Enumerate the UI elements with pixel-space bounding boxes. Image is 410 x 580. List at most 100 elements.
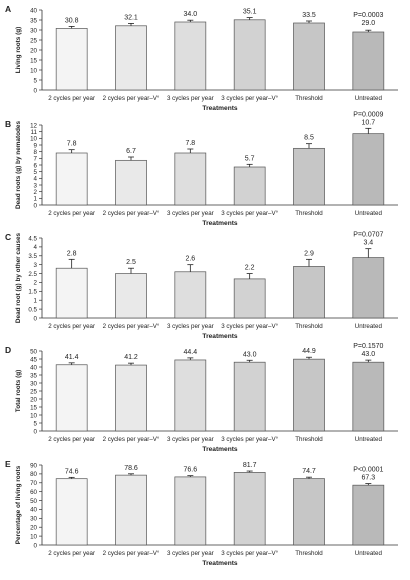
category-label: 2 cycles per year–V°: [103, 436, 160, 443]
data-label: 3.4: [363, 240, 373, 247]
panel-c: C 0 0.51 1.5 2 2.5 3 3.5 4 4.5 Dead root (g) by ot…: [5, 232, 398, 340]
category-label: Threshold: [295, 323, 323, 330]
y-tick-label: 3: [34, 262, 38, 269]
data-label: 30.8: [65, 17, 79, 24]
y-axis-title: Percentage of living roots: [15, 465, 22, 544]
category-label: 3 cycles per year: [167, 550, 214, 557]
bar: [175, 22, 206, 90]
bar: [234, 167, 265, 205]
p-value-annotation: P=0.0707: [353, 232, 383, 239]
y-tick-label: 2: [34, 280, 38, 287]
y-tick-label: 25: [30, 37, 37, 44]
category-label: Untreated: [355, 550, 383, 557]
x-axis-title: Treatments: [202, 446, 238, 453]
y-tick-label: 0.5: [28, 306, 37, 313]
category-label: Threshold: [295, 95, 323, 102]
bar: [175, 153, 206, 205]
data-label: 2.9: [304, 250, 314, 257]
category-label: 2 cycles per year–V°: [103, 210, 160, 217]
category-label: 3 cycles per year–V°: [221, 323, 278, 330]
y-tick-label: 10: [30, 67, 37, 74]
x-axis-title: Treatments: [202, 105, 238, 112]
category-label: 3 cycles per year–V°: [221, 95, 278, 102]
data-label: 29.0: [362, 20, 376, 27]
y-tick-label: 20: [30, 396, 37, 403]
panel-letter: D: [5, 345, 11, 355]
data-label: 5.7: [245, 155, 255, 162]
y-tick-label: 50: [30, 498, 37, 505]
panel-letter: A: [5, 4, 11, 14]
y-tick-label: 20: [30, 525, 37, 532]
y-tick-label: 7: [34, 156, 38, 163]
category-label: 2 cycles per year: [48, 210, 95, 217]
data-label: 81.7: [243, 462, 257, 469]
y-tick-label: 40: [30, 7, 37, 14]
bar: [353, 134, 384, 205]
y-tick-label: 3: [34, 182, 38, 189]
bar: [353, 32, 384, 90]
panel-letter: C: [5, 232, 11, 242]
y-tick-label: 45: [30, 356, 37, 363]
data-label: 2.2: [245, 265, 255, 272]
bar: [294, 479, 325, 545]
data-label: 43.0: [243, 351, 257, 358]
bar: [234, 472, 265, 545]
category-label: 2 cycles per year–V°: [103, 323, 160, 330]
data-label: 10.7: [362, 119, 376, 126]
y-tick-label: 5: [34, 77, 38, 84]
category-label: 2 cycles per year–V°: [103, 95, 160, 102]
data-label: 2.8: [67, 250, 77, 257]
y-tick-label: 70: [30, 480, 37, 487]
bar: [175, 360, 206, 431]
bar: [353, 485, 384, 545]
bar: [56, 365, 87, 431]
data-label: 74.6: [65, 468, 79, 475]
bar: [294, 359, 325, 431]
y-axis-title: Dead root (g) by other causes: [15, 232, 22, 323]
y-tick-label: 0: [34, 542, 38, 549]
y-tick-label: 6: [34, 162, 38, 169]
y-tick-label: 15: [30, 57, 37, 64]
y-tick-label: 5: [34, 169, 38, 176]
y-tick-label: 10: [30, 533, 37, 540]
category-label: 2 cycles per year–V°: [103, 550, 160, 557]
y-tick-label: 11: [31, 129, 38, 136]
y-tick-label: 4: [34, 176, 38, 183]
data-label: 6.7: [126, 148, 136, 155]
y-tick-label: 1: [34, 196, 38, 203]
y-tick-label: 4.5: [28, 235, 37, 242]
data-label: 2.6: [185, 256, 195, 263]
y-tick-label: 5: [34, 420, 38, 427]
y-tick-label: 1: [34, 298, 38, 305]
data-label: 41.2: [124, 354, 138, 361]
category-label: 2 cycles per year: [48, 550, 95, 557]
y-tick-label: 20: [30, 47, 37, 54]
bar: [294, 148, 325, 205]
y-tick-label: 30: [30, 380, 37, 387]
y-axis-title: Living roots (g): [15, 27, 22, 74]
bar: [116, 475, 147, 545]
bar: [56, 268, 87, 318]
data-label: 7.8: [185, 140, 195, 147]
y-tick-label: 50: [30, 348, 37, 355]
category-label: 3 cycles per year: [167, 210, 214, 217]
category-label: 3 cycles per year–V°: [221, 550, 278, 557]
data-label: 44.9: [302, 348, 316, 355]
bar: [175, 477, 206, 545]
y-tick-label: 0: [34, 87, 38, 94]
data-label: 33.5: [302, 12, 316, 19]
y-tick-label: 0: [34, 428, 38, 435]
y-tick-label: 8: [34, 149, 38, 156]
y-tick-label: 2: [34, 189, 38, 196]
y-tick-label: 30: [30, 27, 37, 34]
data-label: 7.8: [67, 141, 77, 148]
x-axis-title: Treatments: [202, 560, 238, 567]
bar: [116, 365, 147, 431]
category-label: 2 cycles per year: [48, 436, 95, 443]
category-label: 3 cycles per year: [167, 95, 214, 102]
category-label: 2 cycles per year: [48, 323, 95, 330]
category-label: Untreated: [355, 210, 383, 217]
data-label: 44.4: [184, 349, 198, 356]
